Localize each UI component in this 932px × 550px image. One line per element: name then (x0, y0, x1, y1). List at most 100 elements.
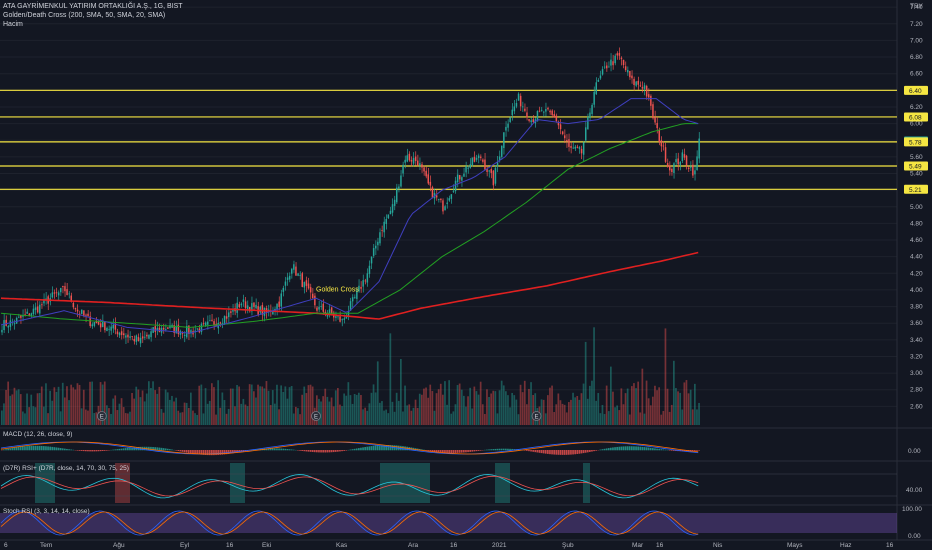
volume-bar (366, 410, 369, 425)
volume-bar (423, 388, 425, 425)
candle-body (91, 324, 93, 327)
volume-bar (467, 396, 469, 425)
volume-bar (82, 389, 85, 425)
volume-bar (194, 413, 196, 425)
candle-body (580, 148, 583, 154)
macd-histogram-bar (565, 450, 568, 455)
indicator-legend[interactable]: Golden/Death Cross (200, SMA, 50, SMA, 2… (3, 12, 166, 19)
candle-body (666, 163, 669, 167)
volume-bar (274, 403, 276, 425)
macd-histogram-bar (656, 448, 658, 451)
macd-histogram-bar (95, 450, 98, 452)
volume-bar (215, 414, 217, 425)
volume-bar (223, 400, 226, 425)
volume-bar (421, 394, 423, 425)
candle-body (673, 163, 675, 173)
candle-body (620, 57, 623, 60)
macd-histogram-bar (229, 450, 232, 454)
volume-bar (196, 414, 198, 425)
volume-bar (17, 389, 20, 425)
volume-bar (523, 380, 526, 425)
macd-histogram-bar (234, 450, 236, 453)
macd-histogram-bar (547, 450, 549, 454)
volume-bar (601, 404, 604, 425)
volume-bar (675, 388, 677, 425)
volume-bar (418, 393, 421, 425)
macd-histogram-bar (563, 450, 566, 455)
volume-bar (578, 399, 581, 425)
candle-body (589, 112, 591, 118)
macd-histogram-bar (255, 449, 257, 451)
macd-histogram-bar (465, 450, 467, 453)
macd-histogram-bar (269, 448, 272, 451)
candle-body (677, 158, 679, 165)
volume-bar (59, 411, 62, 425)
volume-bar (526, 404, 528, 425)
volume-bar (339, 404, 341, 425)
volume-bar (269, 405, 272, 425)
volume-bar (542, 399, 545, 425)
volume-bar (599, 413, 602, 425)
price-axis-label: 5.40 (910, 170, 923, 177)
candle-body (511, 109, 513, 116)
volume-bar (389, 333, 392, 425)
rsi-zone-highlight (495, 463, 510, 503)
volume-bar (696, 409, 698, 425)
macd-histogram-bar (70, 449, 72, 451)
stoch-label[interactable]: Stoch RSI (3, 3, 14, 14, close) (3, 508, 90, 515)
candle-body (165, 329, 167, 330)
candle-body (616, 53, 618, 56)
volume-bar (255, 397, 257, 425)
candle-body (570, 146, 572, 148)
price-axis-label: 7.20 (910, 21, 923, 28)
volume-bar (326, 396, 329, 425)
volume-bar (45, 383, 47, 425)
macd-line (0, 441, 699, 455)
candle-body (698, 138, 700, 159)
volume-bar (28, 407, 30, 425)
volume-bar (13, 387, 16, 425)
price-tag (904, 112, 928, 122)
macd-histogram-bar (198, 450, 201, 455)
volume-bar (24, 413, 26, 425)
macd-histogram-bar (196, 450, 198, 455)
macd-histogram-bar (194, 450, 196, 454)
volume-bar (490, 393, 492, 425)
macd-histogram-bar (670, 450, 673, 451)
price-tag-label: 5.21 (909, 187, 922, 194)
volume-bar (679, 392, 681, 425)
macd-histogram-bar (103, 450, 106, 451)
macd-histogram-bar (421, 449, 423, 451)
volume-bar (351, 403, 354, 425)
candle-body (116, 331, 119, 335)
volume-bar (597, 393, 600, 425)
candle-body (658, 129, 660, 142)
volume-bar (368, 403, 371, 425)
volume-bar (53, 387, 56, 425)
volume-bar (444, 381, 446, 425)
macd-axis-label: 0.00 (908, 448, 921, 455)
macd-histogram-bar (276, 448, 278, 451)
volume-legend[interactable]: Hacim (3, 21, 23, 28)
macd-histogram-bar (187, 450, 190, 453)
macd-histogram-bar (486, 449, 488, 451)
candle-body (167, 327, 169, 329)
volume-bar (435, 393, 438, 425)
macd-histogram-bar (112, 449, 114, 451)
volume-bar (261, 386, 264, 425)
rsi-label[interactable]: (D7R) RSI+ (D7R, close, 14, 70, 30, 75, … (3, 465, 129, 472)
candle-body (475, 157, 478, 160)
macd-label[interactable]: MACD (12, 26, close, 9) (3, 431, 73, 438)
volume-bar (662, 410, 665, 425)
macd-histogram-bar (610, 447, 612, 451)
candle-body (263, 307, 266, 316)
candle-body (410, 159, 413, 162)
volume-bar (57, 386, 60, 425)
candle-body (34, 307, 37, 310)
candle-body (393, 199, 396, 206)
volume-bar (9, 395, 12, 425)
candle-body (553, 114, 555, 118)
macd-histogram-bar (435, 450, 438, 453)
macd-histogram-bar (353, 448, 356, 451)
